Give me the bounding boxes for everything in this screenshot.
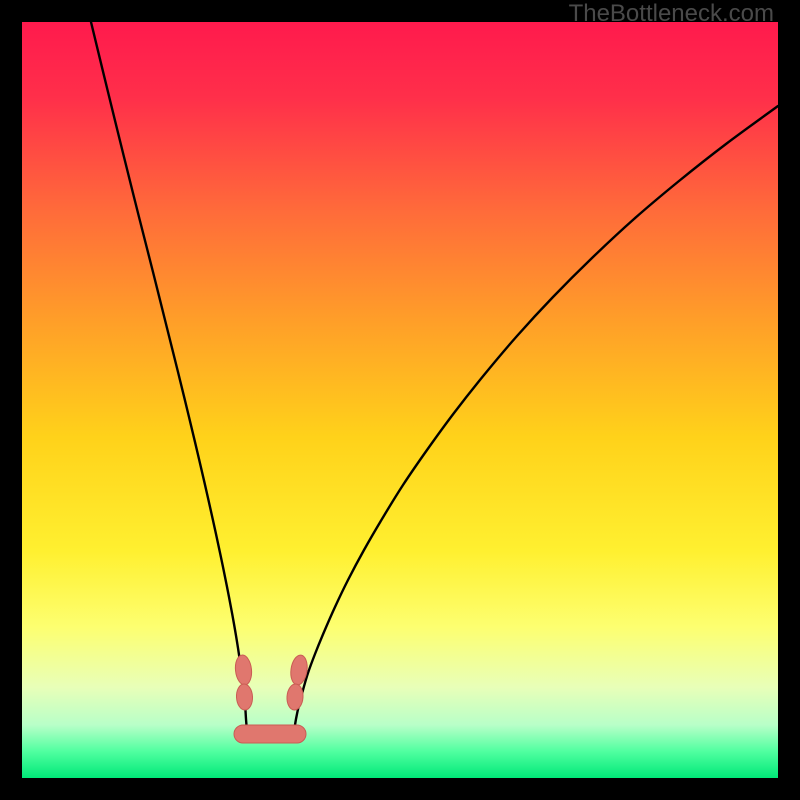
- curve-right: [294, 106, 778, 732]
- marker-capsule-1: [236, 684, 253, 711]
- plot-area: [22, 22, 778, 778]
- marker-capsule-3: [286, 683, 304, 710]
- watermark-text: TheBottleneck.com: [569, 0, 774, 28]
- marker-capsule-0: [234, 654, 253, 686]
- curve-left: [91, 22, 247, 732]
- bottleneck-curve: [22, 22, 778, 778]
- marker-bottom-bar: [234, 725, 306, 743]
- chart-frame: TheBottleneck.com: [0, 0, 800, 800]
